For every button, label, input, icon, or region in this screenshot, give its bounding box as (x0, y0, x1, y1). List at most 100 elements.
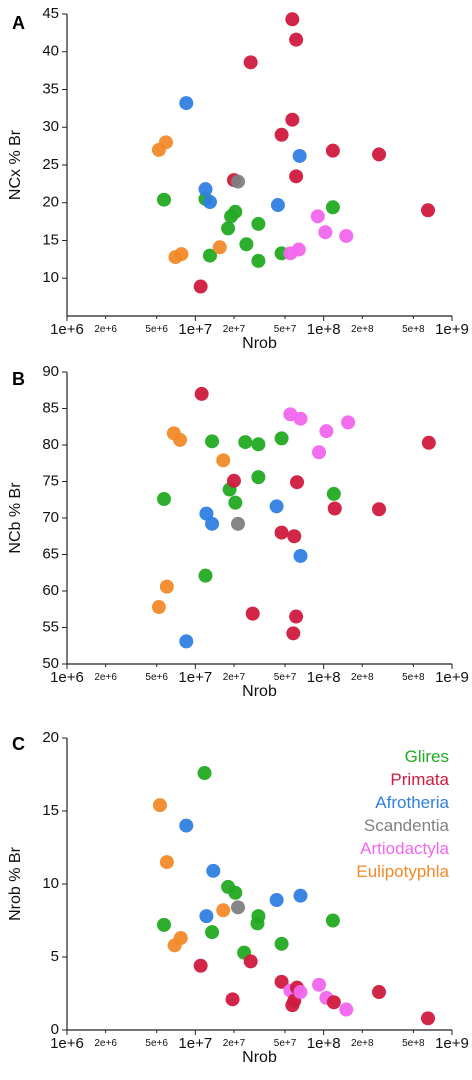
x-tick-label: 1e+7 (178, 669, 212, 686)
data-point-artiodactyla (310, 209, 325, 224)
data-point-afrotheria (198, 182, 213, 197)
x-tick-label: 1e+6 (50, 669, 84, 686)
data-point-primata (193, 279, 208, 294)
data-point-glires (251, 437, 266, 452)
data-point-glires (205, 434, 220, 449)
data-point-artiodactyla (293, 411, 308, 426)
data-point-artiodactyla (312, 977, 327, 992)
data-point-primata (245, 606, 260, 621)
data-point-glires (239, 237, 254, 252)
data-point-eulipotyphla (152, 798, 167, 813)
data-point-scandentia (230, 900, 245, 915)
data-point-primata (421, 435, 436, 450)
legend-entry-afrotheria: Afrotheria (375, 793, 449, 812)
data-point-glires (197, 766, 212, 781)
data-point-eulipotyphla (151, 600, 166, 615)
data-point-primata (243, 954, 258, 969)
data-point-afrotheria (199, 506, 214, 521)
data-point-glires (198, 568, 213, 583)
panel-label: B (12, 369, 25, 389)
data-point-glires (238, 435, 253, 450)
data-point-primata (289, 169, 304, 184)
data-point-afrotheria (179, 96, 194, 111)
data-point-artiodactyla (339, 228, 354, 243)
x-axis-label: Nrob (242, 335, 277, 352)
data-point-primata (327, 501, 342, 516)
x-tick-label: 1e+8 (307, 321, 341, 338)
data-points (151, 12, 435, 294)
data-point-primata (420, 203, 435, 218)
data-point-afrotheria (269, 499, 284, 514)
y-tick-label: 25 (42, 156, 59, 173)
data-point-afrotheria (269, 893, 284, 908)
data-point-glires (251, 470, 266, 485)
x-minor-tick-label: 2e+7 (223, 1038, 246, 1049)
y-tick-label: 70 (42, 509, 59, 526)
x-minor-tick-label: 5e+7 (274, 672, 297, 683)
legend: Glires Primata Afrotheria Scandentia Artioda… (356, 747, 449, 881)
data-point-eulipotyphla (216, 453, 231, 468)
x-axis-label: Nrob (242, 683, 277, 700)
data-point-primata (372, 502, 387, 517)
data-point-eulipotyphla (158, 135, 173, 150)
data-point-primata (420, 1011, 435, 1026)
x-minor-tick-label: 2e+6 (94, 1038, 117, 1049)
y-tick-label: 10 (42, 269, 59, 286)
data-point-eulipotyphla (212, 240, 227, 255)
y-tick-label: 15 (42, 231, 59, 248)
data-point-afrotheria (270, 198, 285, 213)
x-tick-label: 1e+7 (178, 1035, 212, 1052)
x-tick-label: 1e+9 (435, 321, 469, 338)
data-points (151, 386, 436, 649)
x-minor-tick-label: 5e+6 (145, 324, 168, 335)
y-tick-label: 35 (42, 80, 59, 97)
x-tick-label: 1e+8 (307, 1035, 341, 1052)
data-point-primata (285, 12, 300, 27)
x-minor-tick-label: 5e+8 (402, 672, 425, 683)
legend-entry-glires: Glires (405, 747, 449, 766)
data-point-primata (286, 626, 301, 641)
x-minor-tick-label: 5e+7 (274, 1038, 297, 1049)
data-point-primata (225, 992, 240, 1007)
data-point-afrotheria (202, 194, 217, 209)
data-point-primata (289, 609, 304, 624)
y-axis-label: NCb % Br (7, 482, 24, 554)
data-point-glires (157, 192, 172, 207)
x-tick-label: 1e+9 (435, 1035, 469, 1052)
y-tick-label: 90 (42, 363, 59, 380)
panel-c: C 0 5 10 15 20 1e+6 1e+7 1e+8 1e+9 2e+6 5e+6 2e+7 5e+… (7, 729, 469, 1066)
data-point-primata (289, 32, 304, 47)
data-point-primata (325, 143, 340, 158)
data-point-afrotheria (206, 863, 221, 878)
data-point-glires (157, 492, 172, 507)
x-minor-tick-label: 2e+6 (94, 324, 117, 335)
y-tick-label: 20 (42, 729, 59, 746)
data-point-primata (287, 529, 302, 544)
y-tick-label: 0 (51, 1021, 59, 1038)
legend-entry-eulipotyphla: Eulipotyphla (356, 862, 449, 881)
data-point-glires (326, 486, 341, 501)
y-tick-label: 85 (42, 399, 59, 416)
data-point-artiodactyla (291, 242, 306, 257)
y-tick-label: 20 (42, 194, 59, 211)
data-point-glires (251, 216, 266, 231)
data-point-primata (194, 386, 209, 401)
x-minor-tick-label: 5e+7 (274, 324, 297, 335)
data-point-eulipotyphla (216, 903, 231, 918)
data-point-glires (274, 936, 289, 951)
y-tick-label: 40 (42, 43, 59, 60)
data-point-afrotheria (179, 818, 194, 833)
data-point-primata (290, 475, 305, 490)
panel-b: B 50 55 60 65 70 75 80 85 90 1e+6 1e+7 1e+8 1e+9 2e+6 5… (7, 363, 469, 700)
data-point-primata (285, 112, 300, 127)
data-point-glires (228, 204, 243, 219)
data-point-artiodactyla (341, 415, 356, 430)
data-point-scandentia (230, 516, 245, 531)
data-point-primata (226, 473, 241, 488)
data-point-eulipotyphla (173, 931, 188, 946)
data-point-afrotheria (293, 888, 308, 903)
data-point-primata (372, 985, 387, 1000)
data-point-primata (193, 958, 208, 973)
data-point-primata (372, 147, 387, 162)
